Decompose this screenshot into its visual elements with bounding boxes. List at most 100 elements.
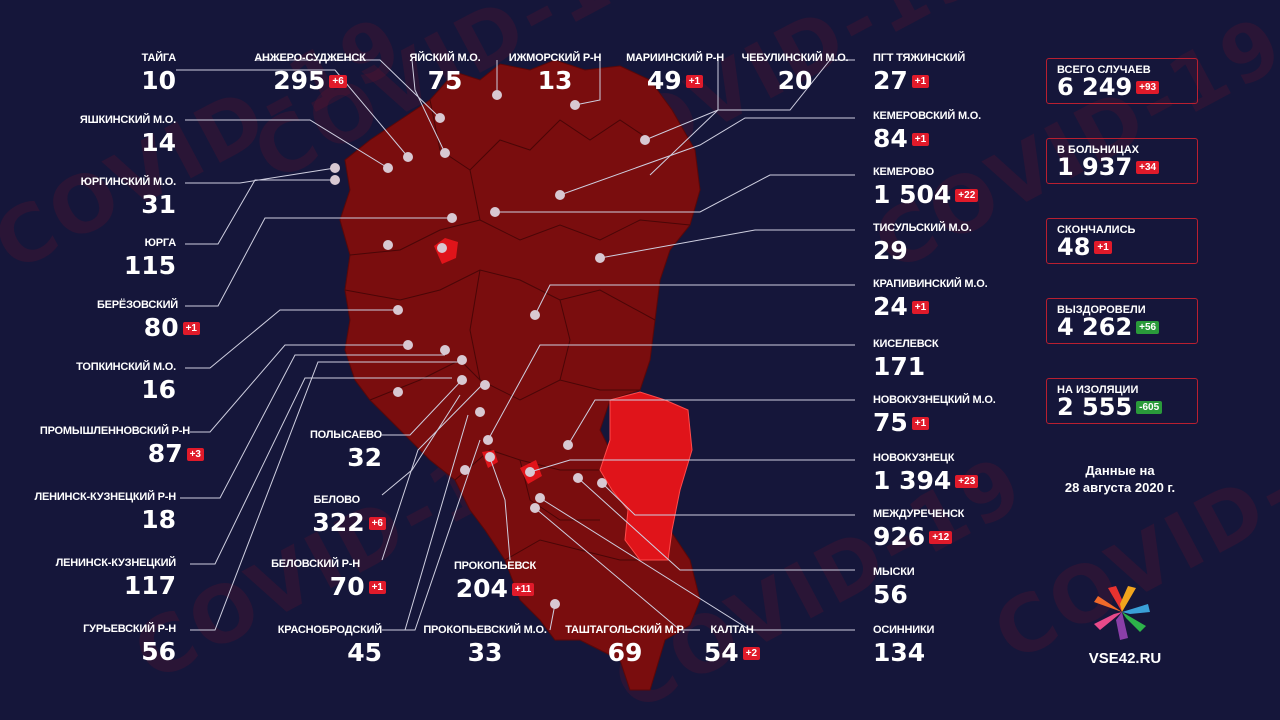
delta-badge: +1 (368, 580, 386, 594)
delta-badge: +34 (1136, 161, 1160, 174)
region-value: 75 (873, 408, 908, 437)
region-name: ПРОМЫШЛЕННОВСКИЙ Р-Н (39, 425, 190, 437)
region-value: 56 (141, 637, 176, 666)
region-prokopyevsky-district: ПРОКОПЬЕВСКИЙ М.О. 33 (410, 624, 560, 667)
region-name: КРАПИВИНСКИЙ М.О. (873, 278, 988, 290)
box-title: ВСЕГО СЛУЧАЕВ (1057, 64, 1151, 76)
region-tyazhinsky: ПГТ ТЯЖИНСКИЙ 27 +1 (873, 52, 1023, 95)
site-name: VSE42.RU (1088, 650, 1162, 667)
delta-badge: +1 (1094, 241, 1112, 254)
region-yurginsky: ЮРГИНСКИЙ М.О. 31 (40, 176, 177, 219)
region-guryevsky: ГУРЬЕВСКИЙ Р-Н 56 (20, 623, 176, 666)
delta-badge: +6 (368, 516, 386, 530)
region-value: 134 (873, 638, 926, 667)
delta-badge: +2 (742, 646, 761, 660)
region-name: БЕРЁЗОВСКИЙ (96, 299, 178, 311)
region-taiga: ТАЙГА 10 (40, 52, 176, 95)
delta-badge: +1 (911, 132, 930, 146)
region-value: 20 (777, 66, 813, 95)
region-name: МЕЖДУРЕЧЕНСК (873, 508, 965, 520)
region-name: ЮРГИНСКИЙ М.О. (80, 176, 177, 188)
region-name: ИЖМОРСКИЙ Р-Н (508, 52, 602, 64)
region-name: ЮРГА (144, 237, 177, 249)
region-value: 295 (273, 66, 326, 95)
region-yurga: ЮРГА 115 (40, 237, 176, 280)
region-name: ГУРЬЕВСКИЙ Р-Н (83, 623, 176, 635)
region-name: АНЖЕРО-СУДЖЕНСК (254, 52, 366, 64)
region-tisulsky: ТИСУЛЬСКИЙ М.О. 29 (873, 222, 1023, 265)
total-cases-box: ВСЕГО СЛУЧАЕВ 6 249 +93 (1046, 58, 1198, 104)
leader-lines (176, 59, 855, 631)
region-value: 80 (143, 313, 179, 342)
delta-badge: +1 (685, 74, 704, 88)
region-value: 117 (123, 571, 176, 600)
region-value: 33 (467, 638, 503, 667)
region-name: КАЛТАН (710, 624, 754, 636)
delta-badge: +12 (929, 530, 953, 544)
region-name: ЯШКИНСКИЙ М.О. (79, 114, 176, 126)
delta-badge: +11 (511, 582, 535, 596)
region-novokuznetsky: НОВОКУЗНЕЦКИЙ М.О. 75 +1 (873, 394, 1023, 437)
region-name: МЫСКИ (873, 566, 915, 578)
delta-badge: +1 (911, 74, 930, 88)
region-name: МАРИИНСКИЙ Р-Н (626, 52, 724, 64)
delta-badge: +3 (186, 447, 204, 461)
region-value: 24 (873, 292, 908, 321)
region-krapivinsky: КРАПИВИНСКИЙ М.О. 24 +1 (873, 278, 1023, 321)
region-mezhdurechensk: МЕЖДУРЕЧЕНСК 926 +12 (873, 508, 1023, 551)
region-value: 75 (427, 66, 463, 95)
region-value: 27 (873, 66, 908, 95)
region-osinniki: ОСИННИКИ 134 (873, 624, 1023, 667)
region-name: КРАСНОБРОДСКИЙ (277, 624, 382, 636)
region-name: БЕЛОВО (313, 494, 360, 506)
region-value: 10 (141, 66, 176, 95)
region-name: НОВОКУЗНЕЦКИЙ М.О. (873, 394, 996, 406)
region-name: БЕЛОВСКИЙ Р-Н (271, 558, 360, 570)
region-value: 69 (607, 638, 643, 667)
region-value: 49 (646, 66, 682, 95)
location-dots (330, 90, 650, 609)
region-belovsky-district: БЕЛОВСКИЙ Р-Н 70 +1 (262, 558, 386, 601)
delta-badge: -605 (1136, 401, 1163, 414)
region-chebulinsky: ЧЕБУЛИНСКИЙ М.О. 20 (740, 52, 850, 95)
region-tashtagolsky: ТАШТАГОЛЬСКИЙ М.Р. 69 (560, 624, 690, 667)
region-value: 322 (312, 508, 365, 537)
region-kiselevsk: КИСЕЛЕВСК 171 (873, 338, 1023, 381)
region-myski: МЫСКИ 56 (873, 566, 1023, 609)
region-value: 32 (347, 443, 382, 472)
box-value: 4 262 (1057, 313, 1133, 341)
region-value: 14 (141, 128, 176, 157)
region-value: 56 (873, 580, 908, 609)
box-title: СКОНЧАЛИСЬ (1057, 224, 1136, 236)
box-title: ВЫЗДОРОВЕЛИ (1057, 304, 1146, 316)
date-caption: Данные на (1085, 463, 1155, 478)
region-value: 70 (329, 572, 365, 601)
region-kemerovo: КЕМЕРОВО 1 504 +22 (873, 166, 1023, 209)
region-value: 54 (703, 638, 739, 667)
region-value: 115 (123, 251, 176, 280)
box-value: 48 (1057, 233, 1091, 261)
region-value: 31 (141, 190, 176, 219)
region-belovo: БЕЛОВО 322 +6 (262, 494, 386, 537)
region-prokopyevsk: ПРОКОПЬЕВСК 204 +11 (440, 560, 550, 603)
region-yashkinsky: ЯШКИНСКИЙ М.О. 14 (40, 114, 176, 157)
region-value: 84 (873, 124, 908, 153)
delta-badge: +56 (1136, 321, 1160, 334)
region-name: ПРОКОПЬЕВСКИЙ М.О. (423, 624, 547, 636)
region-name: ЛЕНИНСК-КУЗНЕЦКИЙ Р-Н (34, 491, 176, 503)
region-name: НОВОКУЗНЕЦК (873, 452, 955, 464)
region-value: 926 (873, 522, 926, 551)
delta-badge: +93 (1136, 81, 1160, 94)
region-name: ЯЙСКИЙ М.О. (409, 52, 481, 64)
box-title: НА ИЗОЛЯЦИИ (1057, 384, 1139, 396)
region-promyshlennovsky: ПРОМЫШЛЕННОВСКИЙ Р-Н 87 +3 (20, 425, 204, 468)
vse42-logo-icon (1094, 586, 1150, 640)
hospitalized-box: В БОЛЬНИЦАХ 1 937 +34 (1046, 138, 1198, 184)
delta-badge: +1 (911, 300, 930, 314)
region-name: ТИСУЛЬСКИЙ М.О. (873, 222, 972, 234)
data-date: Данные на 28 августа 2020 г. (1040, 462, 1200, 496)
region-topkinsky: ТОПКИНСКИЙ М.О. 16 (40, 361, 176, 404)
delta-badge: +23 (955, 474, 979, 488)
region-berezovsky: БЕРЁЗОВСКИЙ 80 +1 (40, 299, 200, 342)
